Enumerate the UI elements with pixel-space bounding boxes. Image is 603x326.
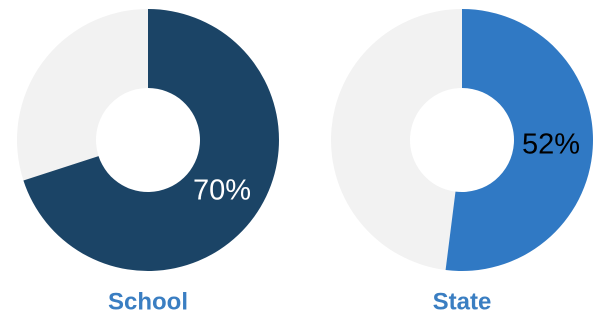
school-value-slice	[23, 9, 279, 272]
state-value-slice	[445, 9, 593, 271]
state-value-label: 52%	[522, 129, 580, 161]
donut-school: 70% School	[16, 9, 279, 315]
school-category-label: School	[108, 288, 188, 315]
school-track-slice	[16, 9, 149, 181]
state-category-label: State	[433, 288, 492, 315]
school-value-label: 70%	[193, 175, 251, 207]
state-track-slice	[331, 8, 462, 270]
donut-state: 52% State	[331, 8, 593, 315]
